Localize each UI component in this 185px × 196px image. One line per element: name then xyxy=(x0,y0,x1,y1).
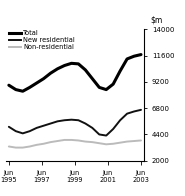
Legend: Total, New residential, Non-residential: Total, New residential, Non-residential xyxy=(9,30,75,50)
Text: $m: $m xyxy=(150,15,162,24)
